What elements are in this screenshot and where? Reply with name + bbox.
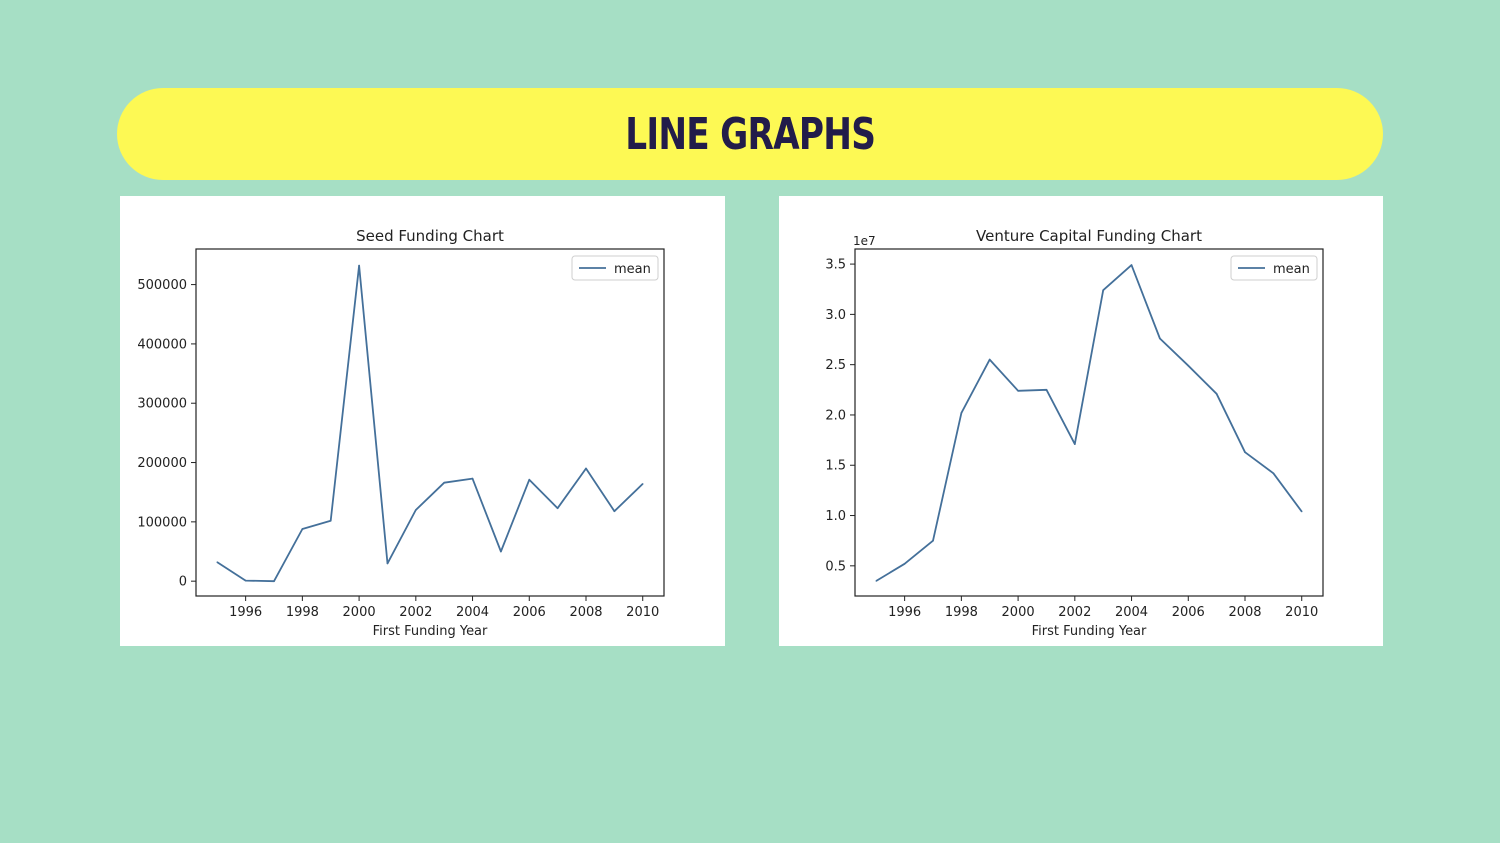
y-tick-label: 2.0: [825, 408, 846, 423]
data-point: [443, 481, 446, 484]
x-axis-label: First Funding Year: [373, 624, 488, 639]
data-point: [528, 478, 531, 481]
y-tick-label: 400000: [137, 337, 187, 352]
x-tick-label: 1996: [229, 605, 262, 620]
y-tick-label: 100000: [137, 515, 187, 530]
x-tick-label: 2000: [1002, 605, 1035, 620]
data-point: [556, 507, 559, 510]
data-point: [875, 580, 878, 582]
data-point: [244, 579, 247, 582]
data-point: [1300, 510, 1303, 513]
chart-title: Seed Funding Chart: [356, 227, 504, 245]
data-point: [641, 483, 644, 485]
chart-title: Venture Capital Funding Chart: [976, 227, 1202, 245]
data-point: [1187, 364, 1190, 367]
data-point: [1272, 472, 1275, 475]
x-tick-label: 2000: [343, 605, 376, 620]
y-tick-label: 0: [179, 575, 187, 590]
data-point: [329, 519, 332, 522]
x-tick-label: 2008: [569, 605, 602, 620]
x-tick-label: 2004: [456, 605, 489, 620]
x-tick-label: 2002: [399, 605, 432, 620]
y-tick-label: 1.5: [825, 459, 846, 474]
data-point: [1102, 289, 1104, 291]
data-point: [500, 550, 502, 553]
data-point: [216, 561, 219, 563]
data-point: [301, 528, 304, 530]
x-tick-label: 1998: [286, 605, 319, 620]
x-tick-label: 2010: [1285, 605, 1318, 620]
data-point: [1017, 390, 1019, 392]
data-point: [471, 477, 474, 480]
data-point: [386, 562, 389, 565]
plot-frame: [195, 248, 665, 597]
legend-label: mean: [1273, 262, 1310, 277]
legend-box: [1230, 255, 1318, 281]
data-point: [1215, 393, 1218, 395]
legend-label: mean: [614, 262, 651, 277]
data-point: [988, 358, 991, 361]
data-point: [273, 580, 275, 582]
series-line-mean: [875, 264, 1303, 582]
data-point: [1074, 443, 1076, 445]
y-tick-label: 500000: [137, 278, 187, 293]
x-tick-label: 1996: [888, 605, 921, 620]
y-tick-label: 3.0: [825, 308, 846, 323]
seed-funding-chart-panel: Seed Funding Chart 1996 1998 2000 2002 2004 20…: [120, 196, 725, 646]
x-tick-label: 2008: [1228, 605, 1261, 620]
y-offset-label: 1e7: [853, 234, 876, 248]
y-tick-label: 2.5: [825, 358, 846, 373]
data-point: [960, 412, 963, 414]
legend-box: [571, 255, 659, 281]
x-tick-label: 2006: [1172, 605, 1205, 620]
x-tick-label: 1998: [945, 605, 978, 620]
y-tick-label: 300000: [137, 397, 187, 412]
data-point: [1159, 337, 1161, 340]
x-tick-label: 2002: [1058, 605, 1091, 620]
data-point: [613, 510, 616, 512]
page-title: LINE GRAPHS: [625, 108, 876, 160]
y-tick-label: 3.5: [825, 258, 846, 273]
venture-capital-chart: Venture Capital Funding Chart 1e7 1996 1998…: [825, 227, 1324, 639]
x-tick-label: 2004: [1115, 605, 1148, 620]
y-tick-label: 0.5: [825, 559, 846, 574]
data-point: [903, 563, 906, 565]
data-point: [415, 509, 417, 511]
title-banner: LINE GRAPHS: [117, 88, 1383, 180]
data-point: [1130, 264, 1133, 266]
data-point: [1244, 451, 1246, 453]
x-tick-label: 2010: [626, 605, 659, 620]
data-point: [932, 539, 934, 542]
series-line-mean: [216, 264, 644, 583]
seed-funding-chart: Seed Funding Chart 1996 1998 2000 2002 2004 20…: [137, 227, 665, 639]
x-axis-label: First Funding Year: [1032, 624, 1147, 639]
y-tick-label: 200000: [137, 456, 187, 471]
data-point: [1045, 389, 1048, 391]
plot-frame: [854, 248, 1324, 597]
y-tick-label: 1.0: [825, 509, 846, 524]
data-point: [358, 264, 360, 267]
data-point: [585, 467, 587, 470]
venture-capital-chart-panel: Venture Capital Funding Chart 1e7 1996 1998…: [779, 196, 1383, 646]
x-tick-label: 2006: [513, 605, 546, 620]
